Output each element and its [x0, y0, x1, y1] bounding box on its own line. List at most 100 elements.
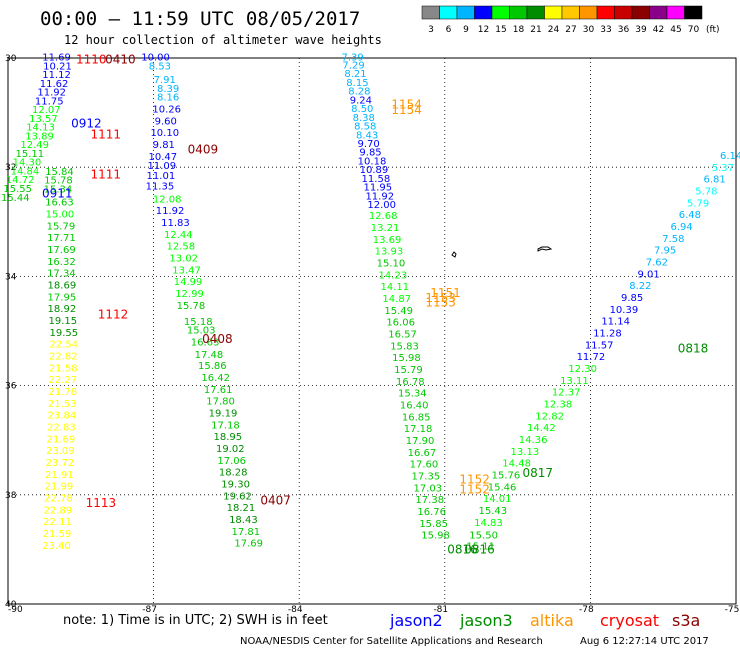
wave-height-reading: 5.78 [695, 187, 717, 198]
wave-height-reading: 19.30 [221, 480, 250, 491]
wave-height-reading: 6.48 [679, 210, 701, 221]
wave-height-reading: 23.40 [42, 541, 71, 552]
wave-height-reading: 17.48 [195, 350, 224, 361]
wave-height-reading: 14.72 [6, 175, 35, 186]
wave-height-reading: 11.01 [147, 171, 176, 182]
wave-height-reading: 8.21 [344, 69, 366, 80]
wave-height-reading: 17.95 [48, 292, 77, 303]
wave-height-reading: 15.98 [392, 353, 421, 364]
wave-height-reading: 16.42 [201, 373, 230, 384]
wave-height-reading: 5.37 [712, 163, 734, 174]
island-outline [451, 251, 457, 258]
legend-swatch [579, 5, 598, 20]
pass-time-label: 0818 [678, 341, 709, 355]
wave-height-reading: 6.94 [671, 222, 693, 233]
lon-tick-label: -87 [142, 605, 157, 615]
wave-height-reading: 11.92 [365, 191, 394, 202]
wave-height-reading: 11.75 [35, 96, 64, 107]
wave-height-reading: 11.09 [148, 161, 177, 172]
legend-label: 27 [565, 25, 576, 35]
wave-height-reading: 10.47 [149, 152, 178, 163]
satellite-name: cryosat [600, 611, 659, 630]
wave-height-reading: 7.39 [341, 53, 363, 64]
wave-height-reading: 9.24 [350, 95, 372, 106]
legend-swatch [666, 5, 685, 20]
wave-height-reading: 12.99 [175, 289, 204, 300]
legend-label: 12 [478, 25, 489, 35]
wave-height-reading: 12.68 [369, 211, 398, 222]
wave-height-reading: 14.83 [474, 518, 503, 529]
wave-height-reading: 11.62 [40, 79, 69, 90]
wave-height-reading: 17.69 [47, 245, 76, 256]
wave-height-reading: 15.43 [479, 506, 508, 517]
wave-height-reading: 13.57 [29, 114, 58, 125]
wave-height-reading: 8.43 [356, 130, 378, 141]
legend-unit: (ft) [706, 25, 720, 35]
wave-height-reading: 14.84 [11, 166, 40, 177]
wave-height-reading: 15.55 [3, 184, 32, 195]
pass-time-label: 1152 [459, 473, 490, 487]
wave-height-reading: 22.78 [44, 493, 73, 504]
wave-height-reading: 10.10 [150, 128, 179, 139]
wave-height-reading: 15.98 [421, 530, 450, 541]
wave-height-reading: 14.36 [519, 435, 548, 446]
pass-time-label: 0816 [464, 542, 495, 556]
wave-height-reading: 18.43 [229, 515, 258, 526]
wave-height-reading: 16.06 [386, 318, 415, 329]
pass-time-label: 0408 [202, 332, 233, 346]
lat-tick-label: 34 [5, 272, 17, 282]
pass-time-label: 0409 [188, 143, 219, 157]
wave-height-reading: 17.80 [206, 397, 235, 408]
wave-height-reading: 13.21 [371, 223, 400, 234]
wave-height-reading: 12.30 [568, 364, 597, 375]
pass-time-label: 0816 [447, 542, 478, 556]
wave-height-reading: 22.82 [49, 351, 78, 362]
wave-height-reading: 17.35 [412, 472, 441, 483]
color-legend: 3 6 9 12 15 18 21 24 27 30 33 36 39 42 45 70 [421, 5, 703, 35]
wave-height-reading: 15.86 [198, 361, 227, 372]
wave-height-reading: 10.89 [360, 165, 389, 176]
wave-height-reading: 8.22 [629, 281, 651, 292]
wave-height-reading: 18.92 [48, 304, 77, 315]
wave-height-reading: 19.55 [49, 328, 78, 339]
lat-tick-label: 32 [5, 163, 16, 173]
pass-time-label: 1154 [391, 103, 422, 117]
wave-height-reading: 15.50 [469, 530, 498, 541]
wave-height-reading: 15.11 [16, 149, 45, 160]
wave-height-reading: 15.44 [1, 193, 30, 204]
pass-time-label: 1111 [91, 167, 122, 181]
wave-height-reading: 15.83 [390, 342, 419, 353]
wave-height-reading: 15.18 [184, 317, 213, 328]
legend-swatch [544, 5, 563, 20]
wave-height-reading: 12.58 [166, 242, 195, 253]
wave-height-reading: 5.79 [687, 199, 709, 210]
wave-height-reading: 11.72 [577, 352, 606, 363]
wave-height-reading: 11.83 [161, 218, 190, 229]
legend-swatch [509, 5, 528, 20]
legend-label: 6 [446, 25, 452, 35]
legend-swatch [631, 5, 650, 20]
wave-height-reading: 14.42 [527, 423, 556, 434]
wave-height-reading: 18.69 [48, 280, 77, 291]
wave-height-reading: 9.85 [359, 148, 381, 159]
coastline-fragments [451, 246, 553, 258]
wave-height-reading: 9.85 [621, 293, 643, 304]
legend-label: 15 [495, 25, 506, 35]
wave-height-reading: 19.02 [216, 444, 245, 455]
wave-height-reading: 14.23 [379, 271, 408, 282]
satellite-name: jason3 [459, 611, 513, 630]
footer-timestamp: Aug 6 12:27:14 UTC 2017 [580, 636, 709, 647]
pass-time-label: 0911 [42, 186, 73, 200]
legend-label: 33 [600, 25, 611, 35]
wave-height-reading: 11.92 [156, 206, 185, 217]
wave-height-reading: 17.18 [211, 421, 240, 432]
wave-height-reading: 11.57 [585, 340, 614, 351]
wave-height-reading: 15.34 [398, 389, 427, 400]
wave-height-reading: 12.00 [367, 200, 396, 211]
wave-height-reading: 15.03 [187, 326, 216, 337]
legend-label: 45 [670, 25, 681, 35]
wave-height-reading: 22.27 [49, 375, 78, 386]
wave-height-reading: 17.03 [413, 484, 442, 495]
wave-height-reading: 6.81 [704, 174, 726, 185]
